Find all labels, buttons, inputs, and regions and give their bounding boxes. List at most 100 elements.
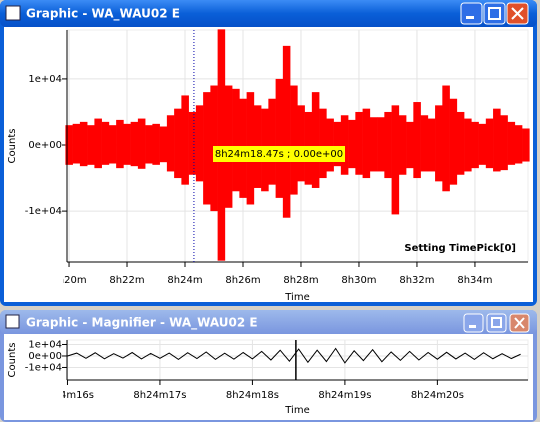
signal-range	[442, 85, 450, 192]
y-tick-label: 0e+00	[28, 351, 62, 362]
icon	[466, 16, 474, 19]
signal-range	[406, 121, 414, 169]
annotation-box	[213, 146, 345, 162]
signal-range	[101, 121, 110, 165]
window-buttons	[463, 313, 530, 333]
y-tick-label: 1e+04	[28, 74, 62, 85]
signal-range	[268, 98, 276, 185]
signal-range	[377, 117, 385, 172]
annotation: 8h24m18.47s ; 0.00e+00	[215, 149, 343, 160]
signal-range	[333, 121, 342, 167]
signal-range	[72, 123, 81, 164]
signal-range	[369, 117, 378, 172]
icon	[469, 325, 476, 328]
signal-range	[493, 108, 501, 172]
signal-range	[449, 98, 458, 185]
x-tick-labels: 8h24m16s 8h24m17s 8h24m18s 8h24m19s 8h24m20s	[41, 390, 464, 401]
signal-range	[181, 95, 189, 185]
signal-range	[123, 123, 131, 165]
signal-line	[67, 347, 521, 364]
y-tick-label: 1e+04	[28, 339, 62, 350]
window-title: Graphic - WA_WAU02 E	[26, 7, 180, 22]
signal-range	[362, 108, 371, 179]
title-bar[interactable]	[0, 310, 537, 334]
y-tick-label: -1e+04	[25, 362, 62, 373]
x-axis-label: Time	[284, 292, 309, 303]
x-tick-labels: 8h20m 8h22m 8h24m 8h26m 8h28m 8h30m 8h32m 8h34m	[51, 275, 493, 286]
signal-range	[297, 105, 305, 182]
signal-range	[522, 128, 530, 162]
signal-range	[485, 118, 494, 169]
signal-range	[471, 121, 479, 169]
signal-range	[514, 125, 523, 164]
x-axis-label: Time	[284, 405, 309, 416]
x-tick-label: 8h24m17s	[133, 390, 186, 401]
signal-range	[137, 118, 146, 169]
maximize-button[interactable]	[483, 2, 506, 25]
x-tick-label: 8h28m	[283, 275, 318, 286]
x-tick-label: 8h34m	[457, 275, 492, 286]
window-title: Graphic - Magnifier - WA_WAU02 E	[26, 316, 258, 331]
icon	[514, 317, 525, 329]
signal-range	[232, 88, 240, 192]
signal-range	[500, 115, 508, 171]
x-tick-label: 8h24m	[167, 275, 202, 286]
signal-range	[384, 111, 392, 179]
signal-range	[159, 126, 168, 163]
signal-range	[145, 125, 153, 164]
signal-range	[464, 118, 472, 172]
plot-area	[66, 339, 529, 381]
title-bar[interactable]	[0, 0, 537, 27]
signal-range	[355, 111, 363, 175]
status-text: Setting TimePick[0]	[404, 243, 516, 254]
signal-range	[290, 85, 298, 195]
x-tick-label: 8h24m19s	[318, 390, 371, 401]
window-icon[interactable]	[5, 314, 20, 329]
signal-range	[456, 111, 465, 175]
signal-range	[108, 125, 117, 164]
signal-range	[94, 118, 102, 169]
magnifier-chart: 8h24m16s 8h24m17s 8h24m18s 8h24m19s 8h24m20s…	[7, 339, 529, 416]
signal-range	[340, 115, 349, 175]
signal-range	[217, 29, 226, 261]
signal-range	[79, 121, 88, 167]
window-buttons	[460, 2, 529, 25]
signal-range	[166, 115, 175, 172]
signal-range	[282, 45, 291, 218]
x-tick-label: 8h20m	[51, 275, 86, 286]
y-axis-label: Counts	[7, 129, 18, 164]
signal-range	[87, 125, 95, 165]
minimize-button[interactable]	[460, 2, 483, 25]
signal-range	[507, 121, 516, 165]
signal-range	[413, 102, 421, 179]
minimize-button[interactable]	[463, 313, 484, 333]
signal-range	[420, 115, 429, 172]
x-tick-label: 8h24m18s	[226, 390, 279, 401]
signal-range	[195, 105, 204, 182]
signal-range	[398, 115, 407, 175]
x-tick-label: 8h24m16s	[41, 390, 94, 401]
signal-range	[326, 118, 334, 172]
y-tick-label: 0e+00	[28, 140, 62, 151]
signal-range	[348, 119, 356, 169]
icon	[488, 7, 501, 20]
x-tick-label: 8h24m20s	[411, 390, 464, 401]
signal-range	[152, 123, 160, 165]
signal-range	[435, 105, 443, 182]
x-tick-label: 8h32m	[399, 275, 434, 286]
signal-range	[130, 121, 139, 167]
x-tick-label: 8h26m	[225, 275, 260, 286]
window-icon[interactable]	[5, 5, 21, 21]
signal-range	[319, 108, 327, 179]
x-tick-label: 8h30m	[341, 275, 376, 286]
signal-range	[391, 105, 400, 215]
signal-range	[174, 108, 182, 179]
x-tick-label: 8h22m	[109, 275, 144, 286]
y-tick-label: -1e+04	[25, 206, 62, 217]
signal-range	[188, 111, 197, 175]
signal-range	[311, 92, 320, 188]
maximize-button[interactable]	[486, 313, 507, 333]
y-axis-label: Counts	[7, 343, 18, 378]
signal-range	[116, 119, 124, 169]
